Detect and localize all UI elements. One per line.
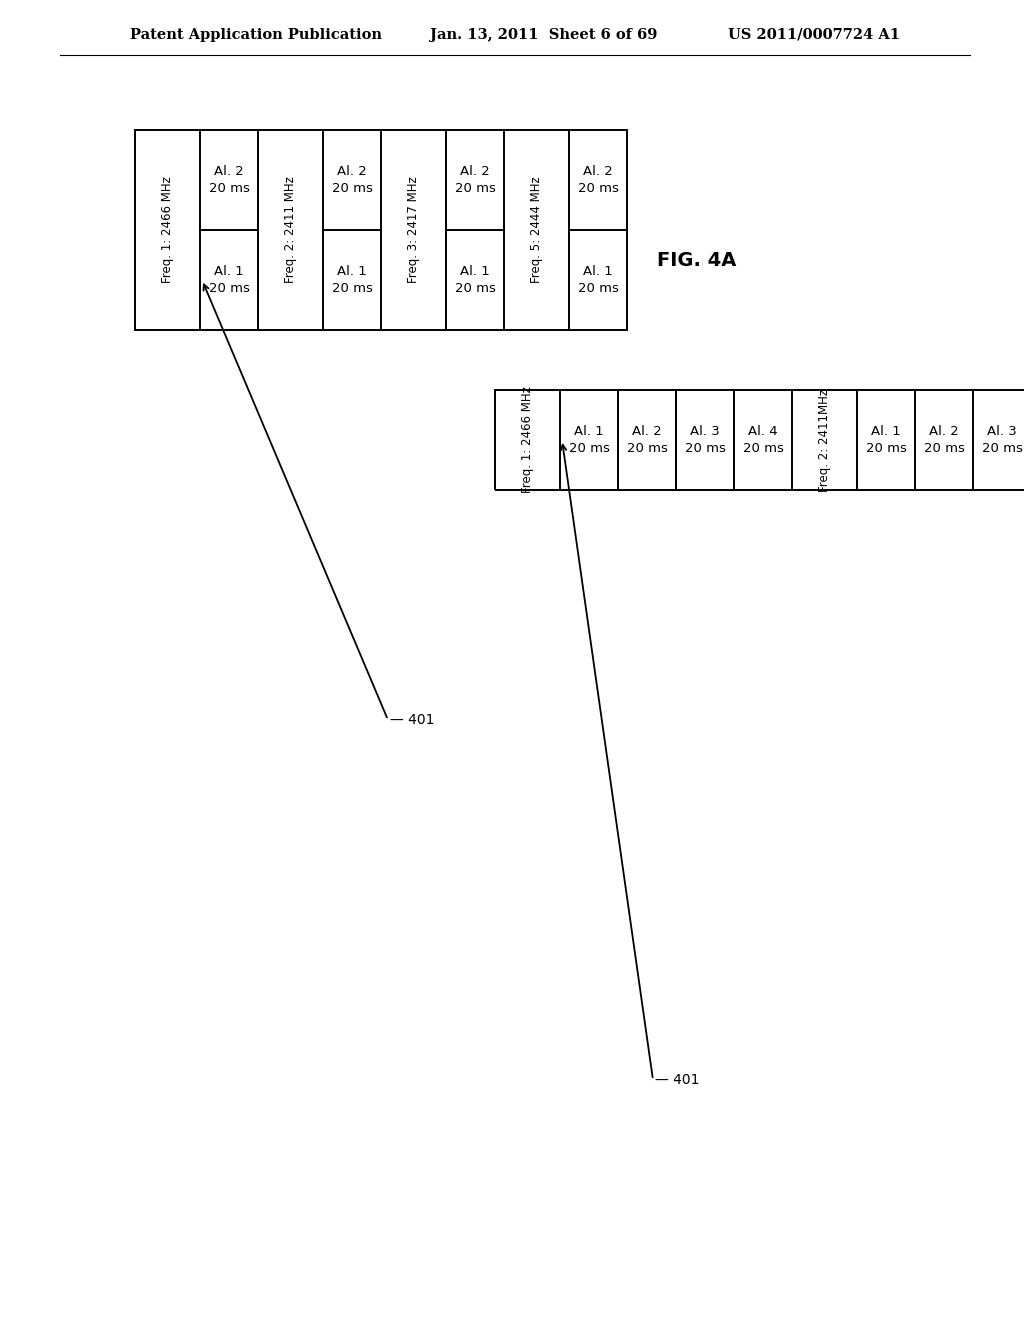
Text: Al. 3
20 ms: Al. 3 20 ms: [982, 425, 1022, 455]
Text: FIG. 4A: FIG. 4A: [657, 251, 736, 269]
Text: — 401: — 401: [655, 1073, 699, 1086]
Text: Freq. 3: 2417 MHz: Freq. 3: 2417 MHz: [407, 177, 420, 284]
Text: Freq. 2: 2411 MHz: Freq. 2: 2411 MHz: [284, 177, 297, 284]
Text: Al. 4
20 ms: Al. 4 20 ms: [742, 425, 783, 455]
Text: Al. 1
20 ms: Al. 1 20 ms: [455, 265, 496, 294]
Text: US 2011/0007724 A1: US 2011/0007724 A1: [728, 28, 900, 42]
Text: Al. 2
20 ms: Al. 2 20 ms: [209, 165, 250, 195]
Bar: [495, 389, 1024, 490]
Text: Al. 1
20 ms: Al. 1 20 ms: [578, 265, 618, 294]
Text: Freq. 1: 2466 MHz: Freq. 1: 2466 MHz: [521, 387, 534, 494]
Text: Freq. 5: 2444 MHz: Freq. 5: 2444 MHz: [530, 177, 543, 284]
Text: Al. 2
20 ms: Al. 2 20 ms: [627, 425, 668, 455]
Text: Freq. 2: 2411MHz: Freq. 2: 2411MHz: [818, 388, 831, 491]
Text: Al. 2
20 ms: Al. 2 20 ms: [578, 165, 618, 195]
Bar: [135, 129, 627, 330]
Text: Al. 3
20 ms: Al. 3 20 ms: [685, 425, 725, 455]
Text: Al. 2
20 ms: Al. 2 20 ms: [455, 165, 496, 195]
Text: Al. 1
20 ms: Al. 1 20 ms: [209, 265, 250, 294]
Text: Freq. 1: 2466 MHz: Freq. 1: 2466 MHz: [161, 177, 174, 284]
Text: Jan. 13, 2011  Sheet 6 of 69: Jan. 13, 2011 Sheet 6 of 69: [430, 28, 657, 42]
Text: Al. 1
20 ms: Al. 1 20 ms: [865, 425, 906, 455]
Text: Al. 1
20 ms: Al. 1 20 ms: [332, 265, 373, 294]
Text: Al. 2
20 ms: Al. 2 20 ms: [924, 425, 965, 455]
Text: Al. 2
20 ms: Al. 2 20 ms: [332, 165, 373, 195]
Text: Al. 1
20 ms: Al. 1 20 ms: [568, 425, 609, 455]
Text: Patent Application Publication: Patent Application Publication: [130, 28, 382, 42]
Text: — 401: — 401: [390, 713, 434, 727]
